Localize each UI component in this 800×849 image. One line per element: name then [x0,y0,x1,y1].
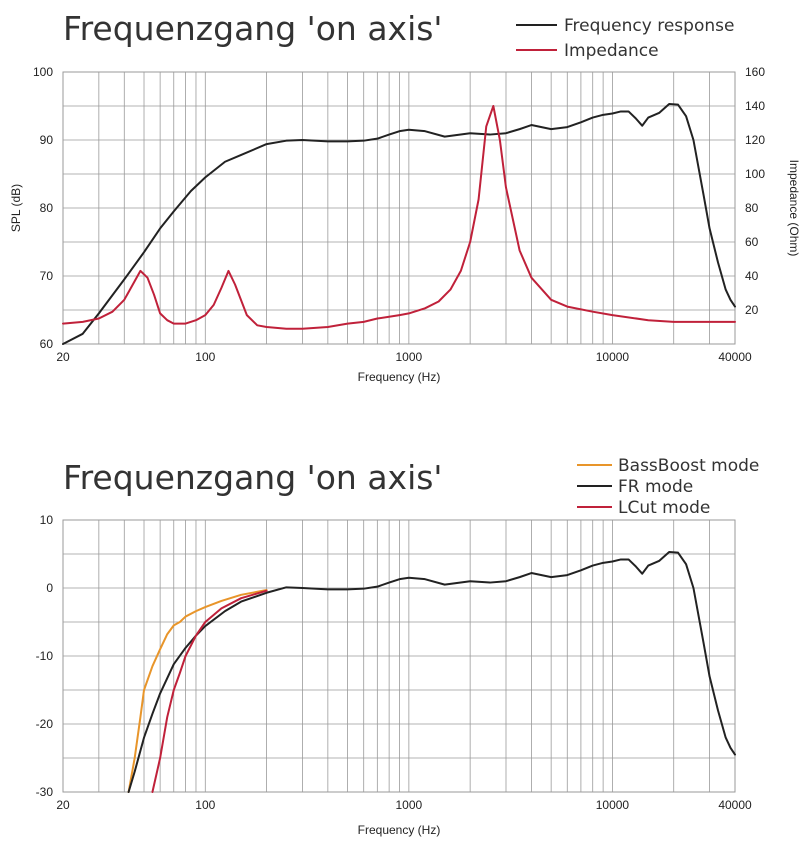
chart-title: Frequenzgang 'on axis' [63,9,443,48]
plot-frame [62,519,736,793]
y2-tick-label: 120 [745,133,765,147]
y-tick-label: 0 [46,581,53,595]
x-tick-label: 10000 [596,798,630,812]
legend: Frequency response Impedance [516,16,734,61]
x-tick-label: 40000 [718,350,752,364]
y-tick-label: 10 [40,513,54,527]
x-axis-label: Frequency (Hz) [358,823,441,837]
series-line-lcut-mode [151,589,268,793]
legend-label-frequency-response: Frequency response [564,16,734,36]
grid [63,72,735,344]
y2-tick-label: 40 [745,269,759,283]
y-tick-label: 90 [40,133,54,147]
y-tick-label: -30 [36,785,54,799]
mode-comparison-chart: Frequenzgang 'on axis' 20 100 1000 10000 400… [36,456,760,837]
y-tick-label: 60 [40,337,54,351]
legend-label-bassboost-mode: BassBoost mode [618,456,759,476]
series-lines [127,550,736,793]
y2-tick-label: 80 [745,201,759,215]
y2-tick-label: 160 [745,65,765,79]
x-axis-label: Frequency (Hz) [358,370,441,384]
legend-label-fr-mode: FR mode [618,477,693,497]
series-line-impedance [62,105,736,330]
y-axis-label: SPL (dB) [9,184,23,232]
series-lines [62,102,736,345]
y-tick-labels: 60 70 80 90 100 [33,65,53,351]
x-tick-label: 10000 [596,350,630,364]
series-line-bassboost-mode [127,589,268,793]
x-tick-labels: 20 100 1000 10000 40000 [56,350,752,364]
plot-frame [62,71,736,345]
x-tick-label: 1000 [396,798,423,812]
x-tick-label: 100 [195,350,215,364]
x-tick-label: 1000 [396,350,423,364]
y-tick-label: 70 [40,269,54,283]
y-tick-label: 80 [40,201,54,215]
y-tick-label: -20 [36,717,54,731]
series-line-fr-mode [127,550,736,793]
legend-label-impedance: Impedance [564,41,659,61]
y2-axis-label: Impedance (Ohm) [787,160,800,257]
y-tick-label: -10 [36,649,54,663]
y-tick-labels: -30 -20 -10 0 10 [36,513,54,799]
x-tick-label: 40000 [718,798,752,812]
x-tick-labels: 20 100 1000 10000 40000 [56,798,752,812]
y2-tick-label: 60 [745,235,759,249]
chart-title: Frequenzgang 'on axis' [63,458,443,497]
x-tick-label: 20 [56,350,70,364]
x-tick-label: 20 [56,798,70,812]
grid [63,520,735,792]
y2-tick-label: 140 [745,99,765,113]
y2-tick-label: 100 [745,167,765,181]
y2-tick-labels: 20 40 60 80 100 120 140 160 [745,65,765,317]
x-tick-label: 100 [195,798,215,812]
y-tick-label: 100 [33,65,53,79]
y2-tick-label: 20 [745,303,759,317]
frequency-impedance-chart: Frequenzgang 'on axis' 20 100 1000 10000 400… [9,9,800,384]
legend-label-lcut-mode: LCut mode [618,498,710,518]
legend: BassBoost mode FR mode LCut mode [577,456,759,518]
